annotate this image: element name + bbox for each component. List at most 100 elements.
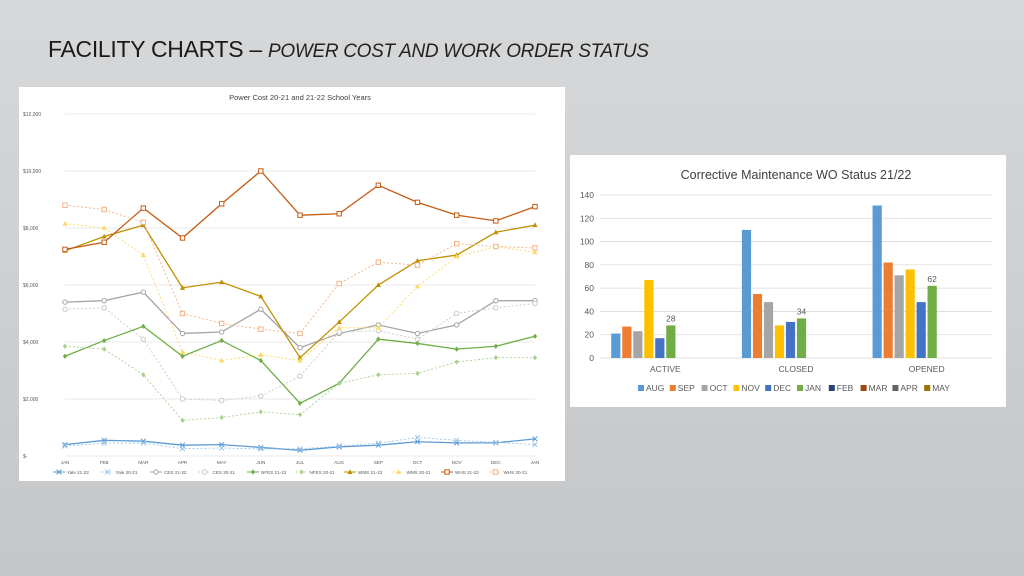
legend-marker xyxy=(153,469,159,475)
legend-swatch xyxy=(924,385,931,391)
data-point xyxy=(297,212,303,218)
series-yale-20-21 xyxy=(62,434,538,452)
data-point xyxy=(179,349,186,354)
data-point xyxy=(493,243,499,250)
data-point xyxy=(297,357,303,363)
data-point xyxy=(376,372,381,378)
legend-label: JAN xyxy=(805,383,821,393)
data-point xyxy=(62,343,68,349)
legend-swatch xyxy=(765,385,772,391)
x-tick-label: OCT xyxy=(413,460,423,465)
legend-label: NFES 21-22 xyxy=(261,470,287,475)
data-point xyxy=(218,329,225,335)
data-point xyxy=(375,324,381,330)
x-tick-label: NOV xyxy=(452,460,463,465)
x-category-label-closed: CLOSED xyxy=(779,364,814,374)
y-tick-label: 100 xyxy=(580,237,594,247)
legend-label: APR xyxy=(900,383,917,393)
series-line-wms-21-22 xyxy=(64,224,536,359)
legend-swatch xyxy=(797,385,803,391)
data-point xyxy=(258,168,264,174)
data-point xyxy=(62,246,68,253)
legend-marker xyxy=(104,469,111,475)
data-point xyxy=(62,443,68,449)
data-point xyxy=(493,297,499,304)
data-point xyxy=(218,397,225,404)
x-tick-label: JUN xyxy=(256,460,265,465)
line-chart-title: Power Cost 20-21 and 21-22 School Years xyxy=(229,93,371,102)
series-yale-21-22 xyxy=(62,436,538,454)
data-point xyxy=(62,353,68,359)
legend-label: OCT xyxy=(710,383,728,393)
data-point xyxy=(258,393,264,399)
y-tick-label: $2,000 xyxy=(23,397,39,403)
x-tick-label: FEB xyxy=(100,460,109,465)
data-point xyxy=(532,249,538,255)
bar-sep-closed xyxy=(752,293,763,358)
legend-marker xyxy=(56,469,62,475)
y-tick-label: $6,000 xyxy=(23,283,39,289)
data-point xyxy=(101,305,107,311)
data-point xyxy=(297,446,303,452)
data-point xyxy=(493,229,499,235)
data-point xyxy=(336,319,342,325)
bar-dec-closed xyxy=(785,321,796,358)
data-point xyxy=(375,282,381,287)
data-point xyxy=(101,239,107,245)
data-point xyxy=(140,289,147,295)
data-point xyxy=(336,444,342,450)
data-point xyxy=(141,372,146,378)
bar-dec-opened xyxy=(916,302,926,358)
legend-marker xyxy=(250,469,256,475)
data-point xyxy=(454,346,459,352)
data-point xyxy=(532,333,538,339)
bar-oct-closed xyxy=(763,302,774,358)
data-point xyxy=(297,345,303,351)
legend-label: SEP xyxy=(678,383,695,393)
data-point xyxy=(180,417,185,423)
data-point xyxy=(179,235,186,241)
line-chart-legend: Yale 21-22 Yale 20-21 CES 21-22 CES 20-21 NF… xyxy=(53,469,528,475)
legend-label: FEB xyxy=(837,383,854,393)
series-line-ces-21-22 xyxy=(64,291,535,349)
data-point xyxy=(453,240,460,247)
legend-label: DEC xyxy=(773,383,791,393)
data-point xyxy=(297,412,303,418)
data-point xyxy=(218,201,225,207)
data-point xyxy=(258,306,264,312)
y-tick-label: 0 xyxy=(589,353,594,363)
data-point xyxy=(179,285,186,290)
slide-title-sub: POWER COST AND WORK ORDER STATUS xyxy=(268,41,649,62)
data-point xyxy=(140,219,147,226)
data-point xyxy=(532,441,538,448)
data-point xyxy=(414,336,421,342)
bar-nov-opened xyxy=(905,269,915,358)
x-category-label-active: ACTIVE xyxy=(650,364,681,374)
slide-title: FACILITY CHARTS – POWER COST AND WORK OR… xyxy=(48,36,649,63)
x-tick-label: JUL xyxy=(296,460,305,465)
legend-swatch xyxy=(701,385,708,391)
data-point xyxy=(453,322,460,328)
bar-oct-active xyxy=(633,331,643,358)
data-point xyxy=(258,293,264,299)
x-tick-label: JAN xyxy=(61,460,70,465)
legend-marker xyxy=(201,469,208,475)
data-point xyxy=(258,446,264,452)
data-point xyxy=(493,305,499,311)
bar-aug-closed xyxy=(741,229,752,358)
data-point xyxy=(493,355,499,361)
legend-label: MAR xyxy=(869,383,888,393)
data-point xyxy=(415,370,420,376)
series-ces-21-22 xyxy=(62,289,538,351)
legend-label: WHS 20-21 xyxy=(504,470,528,475)
data-point xyxy=(140,336,147,342)
data-point xyxy=(453,212,460,218)
power-cost-line-chart: Power Cost 20-21 and 21-22 School Years $… xyxy=(23,93,539,475)
bar-jan-closed xyxy=(796,318,807,358)
data-point xyxy=(101,225,107,230)
data-point xyxy=(336,443,342,449)
data-point xyxy=(532,436,538,442)
bar-sep-opened xyxy=(883,262,893,358)
data-point xyxy=(336,280,342,287)
legend-label: NFES 20-21 xyxy=(310,470,336,475)
